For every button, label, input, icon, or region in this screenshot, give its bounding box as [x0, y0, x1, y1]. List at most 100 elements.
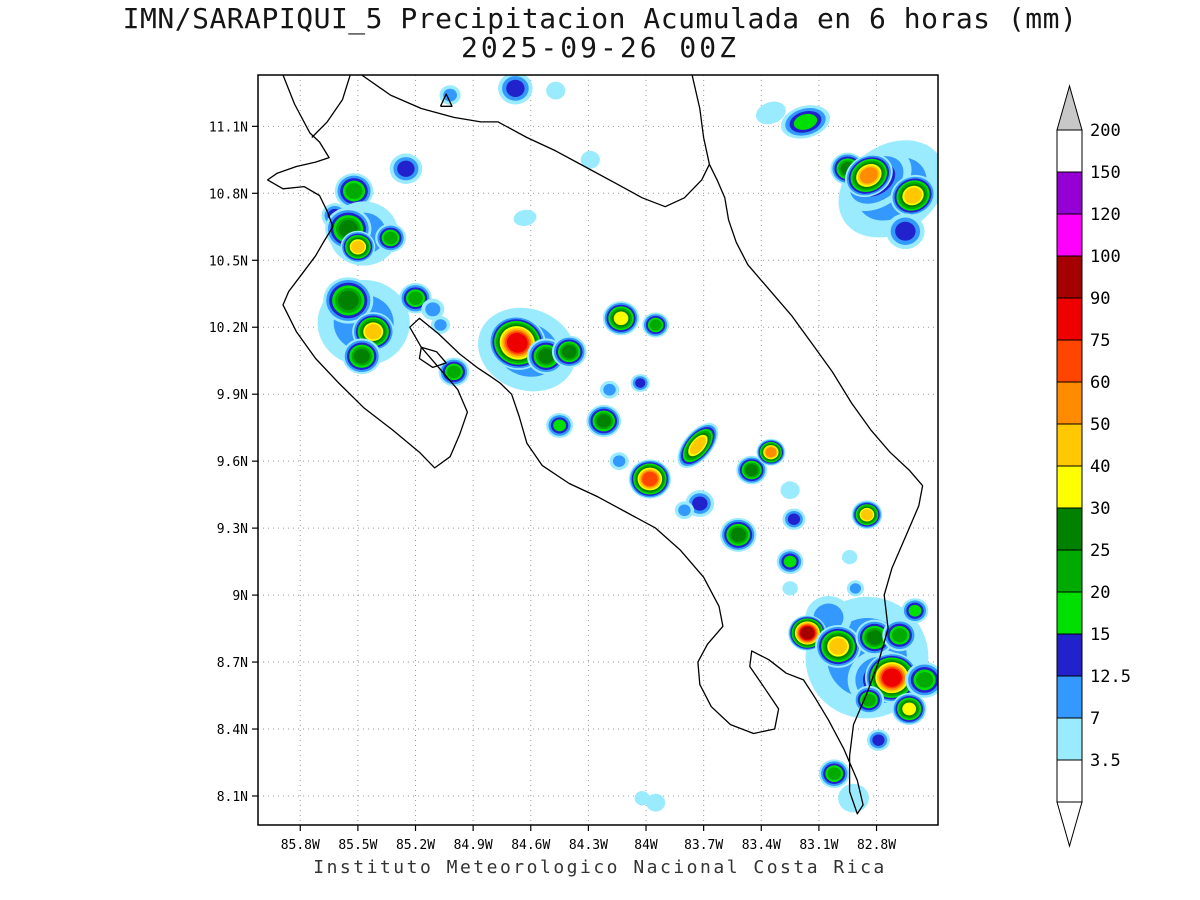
colorbar-label: 3.5 [1090, 751, 1121, 771]
colorbar-segment [1056, 171, 1083, 215]
precip-contour [787, 513, 801, 525]
precip-contour [730, 527, 746, 542]
precip-contour [506, 333, 528, 353]
precip-contour [561, 345, 577, 359]
precip-contour [553, 419, 566, 432]
lat-tick-label: 10.5N [209, 254, 248, 269]
lat-tick-label: 8.1N [217, 790, 248, 805]
precip-contour [397, 160, 415, 177]
colorbar-segment [1056, 465, 1083, 509]
precip-contour [916, 672, 934, 688]
precip-contour [513, 209, 537, 226]
lat-tick-label: 9N [232, 589, 248, 604]
precip-contour [690, 436, 706, 455]
precip-contour [365, 324, 382, 340]
precip-contour [838, 783, 869, 813]
precip-contour [829, 638, 848, 655]
colorbar-arrow-bottom [1056, 801, 1083, 848]
precip-contour [782, 581, 798, 596]
precip-contour [765, 447, 777, 458]
colorbar-label: 7 [1090, 709, 1100, 729]
footer-caption: Instituto Meteorologico Nacional Costa R… [313, 857, 887, 878]
precip-contour [793, 113, 818, 130]
colorbar-label: 90 [1090, 289, 1110, 309]
precip-contour [872, 734, 885, 746]
precip-contour [783, 555, 797, 568]
precip-contour [860, 509, 873, 521]
coastline-path [439, 93, 453, 107]
colorbar-label: 12.5 [1090, 667, 1131, 687]
colorbar [1056, 84, 1083, 848]
colorbar-segment [1056, 549, 1083, 593]
chart-title: IMN/SARAPIQUI_5 Precipitacion Acumulada … [0, 4, 1200, 63]
chart-title-line1: IMN/SARAPIQUI_5 Precipitacion Acumulada … [122, 2, 1078, 35]
colorbar-segment [1056, 381, 1083, 425]
colorbar-segment [1056, 297, 1083, 341]
lat-tick-label: 9.6N [217, 455, 248, 470]
precip-contour [613, 311, 629, 326]
colorbar-labels: 200 150 120 100 90 75 60 50 40 30 25 20 15 12.5 7 3.5 [1090, 121, 1131, 771]
coastline-path [311, 75, 351, 138]
precip-cells [317, 75, 938, 813]
precip-contour [692, 496, 708, 511]
precip-contour [646, 793, 666, 812]
precip-contour [443, 88, 457, 102]
lat-tick-label: 9.9N [217, 388, 248, 403]
coastline-path [361, 75, 711, 208]
lon-tick-label: 84.9W [454, 838, 493, 853]
precip-contour [649, 319, 662, 331]
precip-contour [580, 150, 600, 169]
precip-contour [866, 630, 883, 645]
lat-tick-label: 10.2N [209, 321, 248, 336]
precip-contour [780, 481, 800, 500]
lon-tick-label: 83.4W [742, 838, 781, 853]
colorbar-label: 100 [1090, 247, 1121, 267]
lon-tick-label: 85.8W [281, 838, 320, 853]
precip-contour [908, 604, 922, 617]
colorbar-segment [1056, 423, 1083, 467]
colorbar-label: 120 [1090, 205, 1121, 225]
lon-tick-label: 82.8W [857, 838, 896, 853]
precip-contour [345, 183, 363, 199]
colorbar-arrow-top [1056, 84, 1083, 131]
coastline-path [266, 75, 924, 815]
precip-contour [612, 455, 626, 467]
colorbar-segment [1056, 129, 1083, 173]
colorbar-segment [1056, 213, 1083, 257]
precip-contour [904, 187, 922, 204]
lon-tick-label: 83.7W [684, 838, 723, 853]
colorbar-label: 60 [1090, 373, 1110, 393]
precip-contour [337, 290, 359, 311]
precip-contour [506, 79, 525, 97]
precip-contour [827, 767, 842, 780]
colorbar-segment [1056, 633, 1083, 677]
precip-contour [849, 583, 862, 594]
precip-contour [603, 383, 616, 396]
precip-contour [425, 302, 441, 317]
lon-tick-label: 84.6W [511, 838, 550, 853]
colorbar-label: 15 [1090, 625, 1110, 645]
coastline [266, 75, 924, 815]
precip-contour [882, 668, 902, 687]
precip-contour [383, 231, 398, 245]
lat-tick-label: 10.8N [209, 187, 248, 202]
colorbar-segment [1056, 717, 1083, 761]
axis-labels: 85.8W 85.5W 85.2W 84.9W 84.6W 84.3W 84W 83.7W 83… [209, 120, 896, 853]
lat-tick-label: 11.1N [209, 120, 248, 135]
colorbar-segment [1056, 339, 1083, 383]
precip-contour [353, 348, 370, 364]
precip-contour [859, 167, 878, 184]
precip-contour [634, 791, 650, 806]
lon-tick-label: 83.1W [799, 838, 838, 853]
precip-contour [895, 221, 916, 241]
colorbar-label: 30 [1090, 499, 1110, 519]
coastline-path [418, 346, 447, 369]
precip-contour [596, 414, 611, 428]
colorbar-label: 75 [1090, 331, 1110, 351]
precip-contour [755, 101, 786, 125]
precip-contour [841, 550, 858, 565]
lat-tick-label: 8.4N [217, 723, 248, 738]
chart-title-line2: 2025-09-26 00Z [460, 31, 739, 65]
